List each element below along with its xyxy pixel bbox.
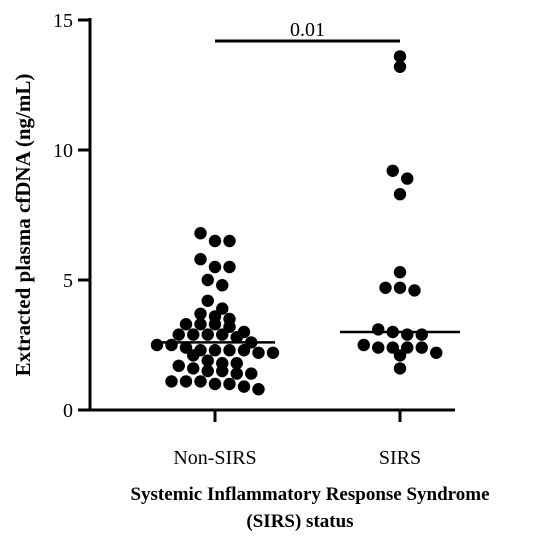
data-point (401, 172, 414, 185)
data-point (201, 273, 214, 287)
data-point (165, 338, 178, 352)
median-lines (155, 330, 460, 344)
data-point (208, 377, 222, 391)
data-point (201, 328, 214, 341)
data-point (245, 367, 258, 380)
data-point (401, 341, 414, 354)
data-point (393, 50, 407, 63)
data-point (393, 60, 407, 73)
data-point (179, 318, 193, 331)
data-points (150, 50, 443, 396)
data-point (194, 318, 207, 331)
data-point (393, 266, 407, 279)
data-point (208, 260, 222, 274)
data-point (194, 375, 207, 388)
data-point (208, 344, 222, 357)
data-point (230, 357, 243, 370)
data-point (194, 253, 207, 266)
axes: Non-SIRS SIRS (88, 18, 455, 469)
data-point (223, 260, 236, 274)
data-point (357, 338, 370, 352)
data-point (172, 359, 185, 372)
p-value-label: 0.01 (290, 19, 325, 41)
data-point (223, 234, 236, 248)
data-point (216, 364, 229, 378)
data-point (194, 227, 207, 240)
data-point (208, 234, 222, 248)
data-point (393, 188, 407, 201)
data-point (179, 341, 193, 354)
data-point (230, 367, 243, 380)
data-point (372, 323, 385, 336)
data-point (179, 375, 193, 388)
data-point (430, 346, 443, 359)
y-axis-title: Extracted plasma cfDNA (ng/mL) (11, 74, 35, 377)
data-point (415, 328, 428, 341)
data-point (393, 281, 407, 294)
x-axis-title-line-2: (SIRS) status (246, 511, 353, 532)
data-point (223, 377, 236, 391)
y-tick-label: 10 (53, 140, 73, 162)
data-point (393, 362, 407, 375)
data-point (252, 383, 265, 396)
data-point (252, 346, 265, 359)
data-point (201, 294, 214, 307)
y-tick-label: 0 (63, 400, 73, 422)
data-point (266, 346, 280, 359)
data-point (150, 338, 164, 352)
x-category-label: SIRS (379, 447, 421, 469)
data-point (372, 341, 385, 354)
data-point (208, 318, 222, 331)
data-point (230, 331, 243, 344)
y-ticks: 0 5 10 15 (53, 10, 90, 422)
data-point (216, 302, 229, 315)
data-point (201, 354, 214, 367)
data-point (386, 341, 399, 354)
data-point (187, 328, 200, 341)
data-point (172, 328, 185, 341)
data-point (194, 307, 207, 320)
data-point (401, 328, 414, 341)
data-point (408, 284, 421, 297)
data-point (223, 344, 236, 357)
data-point (187, 349, 200, 362)
x-axis-title-line-1: Systemic Inflammatory Response Syndrome (130, 484, 489, 505)
data-point (237, 344, 251, 357)
data-point (223, 320, 236, 333)
data-point (216, 279, 229, 292)
data-point (386, 164, 399, 177)
data-point (415, 341, 428, 354)
significance-bracket: 0.01 (215, 19, 400, 43)
data-point (165, 375, 178, 388)
x-category-label: Non-SIRS (173, 447, 256, 469)
data-point (216, 328, 229, 341)
y-tick-label: 5 (63, 270, 73, 292)
data-point (379, 281, 392, 294)
data-point (393, 349, 407, 362)
data-point (201, 364, 214, 378)
y-tick-label: 15 (53, 10, 73, 32)
data-point (237, 380, 251, 393)
data-point (187, 362, 200, 375)
